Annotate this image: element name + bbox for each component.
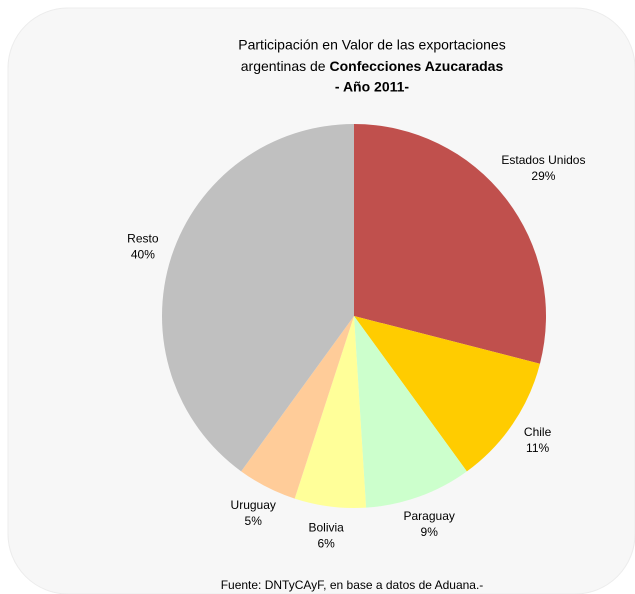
slice-value-label: 11%: [526, 441, 549, 455]
slice-value-label: 6%: [318, 536, 336, 550]
slice-label: Uruguay: [231, 498, 276, 512]
pie-slice: [294, 316, 367, 508]
slice-label: Chile: [524, 425, 552, 439]
slice-label: Estados Unidos: [501, 153, 585, 167]
pie-slice: [241, 316, 354, 499]
pie-slice: [162, 124, 354, 472]
chart-title: Confecciones Azucaradas: [329, 58, 503, 74]
slice-value-label: 40%: [131, 248, 155, 262]
slice-value-label: 29%: [531, 169, 555, 183]
slice-label: Paraguay: [404, 509, 455, 523]
chart-title: argentinas de Confecciones Azucaradas: [241, 58, 504, 74]
slice-value-label: 9%: [421, 525, 439, 539]
chart-title: - Año 2011-: [335, 79, 410, 95]
slice-label: Resto: [127, 232, 159, 246]
slice-label: Bolivia: [308, 520, 344, 534]
pie-slice: [354, 124, 546, 364]
pie-slice: [354, 316, 540, 472]
source-note: Fuente: DNTyCAyF, en base a datos de Adu…: [221, 578, 484, 592]
slice-value-label: 5%: [245, 514, 263, 528]
chart-title: Participación en Valor de las exportacio…: [238, 37, 505, 53]
chart-title: argentinas de: [241, 58, 326, 74]
pie-slice: [354, 316, 467, 508]
